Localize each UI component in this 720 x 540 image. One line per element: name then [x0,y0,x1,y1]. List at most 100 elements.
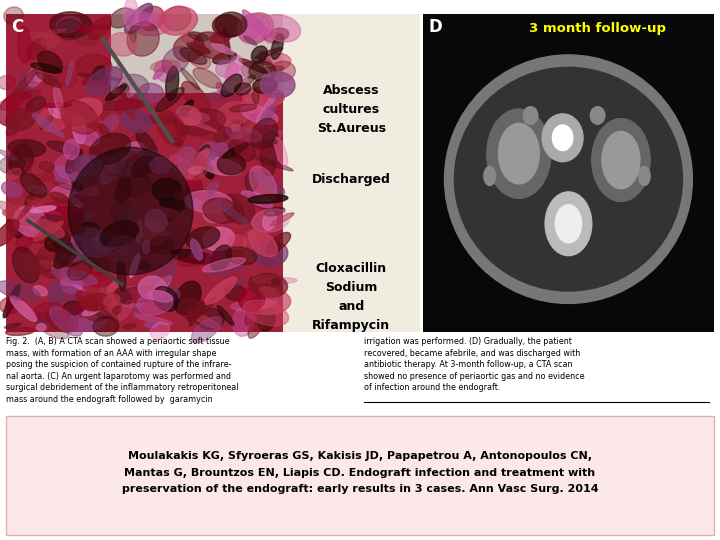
Ellipse shape [66,107,77,112]
Ellipse shape [270,28,289,40]
Ellipse shape [187,311,220,329]
Ellipse shape [0,220,19,246]
Ellipse shape [6,328,35,335]
Ellipse shape [100,244,117,251]
Ellipse shape [76,55,112,80]
Ellipse shape [203,199,234,223]
Ellipse shape [60,277,83,293]
Ellipse shape [225,285,246,301]
Ellipse shape [12,68,37,98]
Ellipse shape [56,16,81,33]
Ellipse shape [191,251,199,257]
Ellipse shape [222,194,255,224]
Ellipse shape [0,90,41,110]
Ellipse shape [125,9,152,26]
Ellipse shape [148,232,173,240]
Ellipse shape [156,87,184,112]
Ellipse shape [224,212,247,228]
Ellipse shape [41,261,58,268]
Ellipse shape [226,64,247,93]
Ellipse shape [22,255,51,274]
Ellipse shape [61,100,98,134]
Ellipse shape [251,46,267,63]
Ellipse shape [261,140,276,176]
Ellipse shape [171,249,213,264]
Ellipse shape [38,315,55,326]
Ellipse shape [270,61,295,82]
Ellipse shape [69,166,95,185]
Ellipse shape [117,75,149,98]
Ellipse shape [99,124,110,137]
Ellipse shape [104,156,115,161]
Ellipse shape [222,120,243,139]
Ellipse shape [2,205,38,217]
Ellipse shape [245,292,261,325]
Ellipse shape [178,253,221,266]
Ellipse shape [27,200,66,220]
Ellipse shape [127,84,138,98]
Ellipse shape [84,233,107,240]
Ellipse shape [211,245,232,271]
Ellipse shape [120,83,130,99]
Ellipse shape [134,314,173,325]
Ellipse shape [263,32,285,43]
Ellipse shape [115,161,135,176]
Ellipse shape [37,109,67,131]
Ellipse shape [158,6,197,35]
Ellipse shape [145,210,167,232]
Ellipse shape [25,184,43,205]
Ellipse shape [125,3,153,34]
Ellipse shape [106,85,127,101]
Ellipse shape [235,75,255,92]
Ellipse shape [250,166,276,200]
Ellipse shape [235,277,246,286]
Ellipse shape [225,195,244,219]
Ellipse shape [37,323,46,331]
Ellipse shape [221,74,242,97]
Ellipse shape [215,12,247,37]
Ellipse shape [55,67,78,87]
Ellipse shape [0,156,25,174]
Ellipse shape [115,178,132,202]
Ellipse shape [117,260,126,291]
Ellipse shape [268,242,281,254]
Ellipse shape [174,100,193,124]
Ellipse shape [150,322,169,339]
Ellipse shape [45,307,78,332]
Ellipse shape [227,139,258,159]
Ellipse shape [153,287,179,311]
Ellipse shape [72,228,112,257]
Ellipse shape [82,253,98,267]
Ellipse shape [31,206,56,213]
Ellipse shape [498,124,539,184]
Ellipse shape [136,130,157,156]
Ellipse shape [271,140,277,144]
Ellipse shape [163,287,180,300]
Ellipse shape [249,275,269,290]
Ellipse shape [246,172,257,192]
Ellipse shape [639,166,650,186]
Ellipse shape [6,220,22,238]
Ellipse shape [138,276,166,300]
Ellipse shape [238,14,270,42]
Ellipse shape [261,245,270,266]
Ellipse shape [174,189,214,201]
Ellipse shape [174,281,201,314]
Ellipse shape [170,155,195,178]
Ellipse shape [239,288,265,311]
Ellipse shape [258,51,270,63]
Ellipse shape [103,115,118,131]
Ellipse shape [271,34,284,59]
Ellipse shape [542,114,583,161]
Ellipse shape [176,106,201,125]
Ellipse shape [225,56,241,82]
Ellipse shape [590,107,605,124]
Ellipse shape [1,181,22,197]
Ellipse shape [205,252,233,271]
FancyBboxPatch shape [111,14,283,93]
Ellipse shape [150,158,171,173]
Ellipse shape [50,12,92,38]
Ellipse shape [55,154,96,182]
Ellipse shape [171,150,207,180]
Ellipse shape [62,98,102,126]
